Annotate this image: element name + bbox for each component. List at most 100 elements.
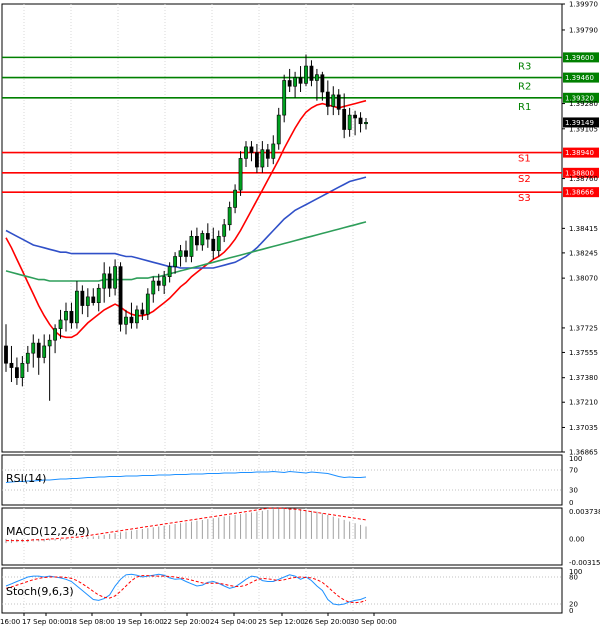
candle-body-56 [309,65,314,81]
price-tick-label-7: 1.38070 [569,275,598,283]
price-tick-label-5: 1.38415 [569,225,598,233]
support-price-label-1: 1.38800 [565,169,594,177]
price-tick-label-10: 1.37380 [569,374,598,382]
price-tick-label-2: 1.39280 [569,100,598,108]
candle-body-63 [347,114,352,130]
time-tick-label-3: 19 Sep 16:00 [117,618,164,626]
time-tick-label-4: 22 Sep 20:00 [163,618,210,626]
resistance-name-0: R1 [518,102,531,113]
resistance-price-box-1 [563,72,599,83]
support-resistance-levels: R1 1.39320 R2 1.39460 R3 1.39600 S1 1.38940 S2 1.… [2,52,599,204]
candle-body-38 [211,238,216,252]
macd-signal-line [6,507,367,542]
time-tick-label-1: 17 Sep 00:00 [22,618,69,626]
candle-body-19 [107,273,112,289]
candle-body-24 [135,309,139,324]
candle-body-46 [255,152,259,168]
price-tick-label-8: 1.37725 [569,324,598,332]
candle-body-0 [4,345,8,364]
stoch-label: Stoch(9,6,3) [6,585,74,598]
candle-body-32 [178,250,183,257]
candle-body-60 [331,94,336,107]
candle-body-59 [325,91,330,107]
candle-body-12 [69,311,74,324]
candle-body-1 [9,362,14,368]
candle-body-27 [151,280,156,295]
resistance-name-1: R2 [518,82,531,93]
macd-tick-label-0: 0.003738 [569,508,600,516]
time-tick-label-5: 24 Sep 04:00 [210,618,257,626]
stoch-tick-label-2: 20 [569,601,578,609]
candle-body-29 [162,276,167,286]
candle-body-43 [238,158,243,191]
candle-body-61 [336,94,341,110]
candle-body-45 [249,146,254,153]
macd-panel: 0.003738 0.00 -0.00315 MACD(12,26,9) [5,507,600,567]
support-price-label-0: 1.38940 [565,149,594,157]
candle-body-54 [298,77,303,84]
candle-body-8 [47,339,52,347]
time-tick-label-7: 26 Sep 20:00 [304,618,351,626]
price-tick-label-6: 1.38245 [569,249,598,257]
support-price-box-2 [563,187,599,198]
candle-body-20 [113,266,117,289]
candle-body-26 [145,293,150,315]
support-name-0: S1 [518,154,531,165]
candle-body-66 [364,122,368,125]
price-tick-label-12: 1.37035 [569,424,598,432]
time-axis: 16:00 17 Sep 00:00 18 Sep 08:00 19 Sep 16:0… [0,613,397,626]
candle-body-42 [233,189,237,208]
candle-body-36 [200,233,205,246]
candle-body-58 [320,74,325,93]
current-price-label: 1.39149 [565,119,594,127]
candle-body-57 [315,74,319,81]
candle-body-34 [189,235,194,257]
price-tick-label-1: 1.39790 [569,26,598,34]
rsi-tick-label-3: 0 [569,499,573,507]
support-price-label-2: 1.38666 [565,189,594,197]
candle-body-10 [58,319,63,329]
price-tick-label-13: 1.36865 [569,449,598,457]
panel-frame-2 [1,507,563,566]
candle-body-4 [25,352,30,364]
candle-body-51 [282,80,287,116]
candle-body-40 [222,224,227,237]
candle-body-39 [216,235,221,252]
panel-frame-0 [1,3,563,453]
candle-body-33 [184,250,188,257]
price-tick-label-0: 1.39970 [569,1,598,9]
candle-body-37 [205,233,210,240]
time-tick-label-6: 25 Sep 12:00 [258,618,305,626]
candle-body-65 [358,117,363,125]
panel-frame-1 [1,454,563,506]
candle-body-64 [353,114,357,119]
candle-body-3 [20,362,25,378]
rsi-label: RSI(14) [6,472,46,485]
resistance-name-2: R3 [518,61,531,72]
time-tick-label-8: 30 Sep 00:00 [350,618,397,626]
candle-body-28 [156,280,161,286]
price-tick-label-3: 1.39105 [569,125,598,133]
candles [4,54,368,401]
macd-tick-label-1: 0.00 [569,535,585,543]
candle-body-22 [124,316,128,325]
candle-body-35 [195,235,199,246]
moving-averages [5,99,367,339]
candle-body-49 [271,143,276,159]
panel-frames [1,3,563,614]
moving-average-line-2 [5,221,367,282]
candle-body-30 [167,266,172,277]
support-price-box-1 [563,167,599,178]
moving-average-line-1 [5,176,367,269]
stoch-signal-line [5,575,367,604]
candle-body-17 [96,287,101,303]
candle-body-16 [91,296,96,303]
candle-body-47 [260,149,265,168]
candle-body-18 [102,273,107,289]
rsi-panel: 100 70 30 0 RSI(14) [2,455,582,507]
candle-body-7 [42,345,47,358]
candle-body-55 [304,65,308,84]
candle-body-6 [36,342,41,358]
